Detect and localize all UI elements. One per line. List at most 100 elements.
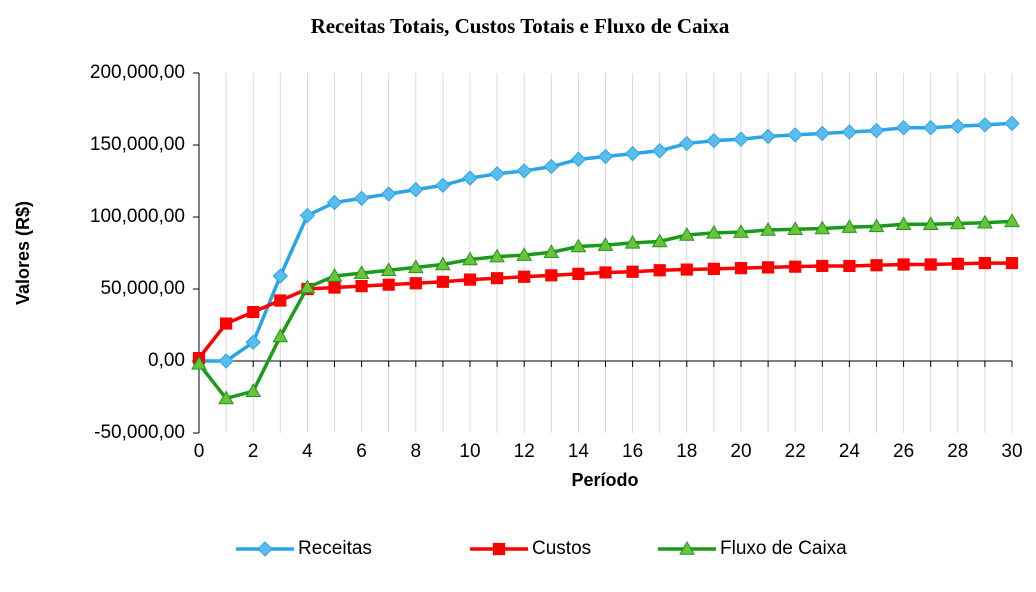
data-point [624, 145, 641, 162]
data-point [191, 355, 207, 370]
legend-label: Fluxo de Caixa [720, 538, 847, 559]
data-point [516, 247, 533, 261]
x-tick-label: 22 [785, 441, 806, 462]
data-point [543, 244, 560, 259]
data-point [382, 278, 395, 291]
data-point [651, 233, 668, 248]
y-tick-label: 150,000,00 [90, 134, 185, 155]
data-point [977, 214, 993, 229]
y-tick-label: 100,000,00 [90, 206, 185, 227]
data-point [380, 186, 397, 202]
x-tick-label: 30 [1001, 441, 1022, 462]
data-point [733, 131, 749, 147]
y-tick-label: 50,000,00 [100, 278, 185, 299]
data-point [787, 127, 803, 143]
x-tick-label: 28 [947, 441, 968, 462]
legend-label: Custos [532, 538, 591, 559]
data-point [463, 273, 477, 286]
data-point [760, 128, 776, 145]
data-point [1004, 115, 1020, 132]
data-point [895, 120, 912, 136]
data-point [1004, 213, 1020, 228]
data-point [328, 281, 341, 294]
data-point [841, 219, 858, 233]
data-point [1005, 256, 1019, 270]
data-point [545, 269, 558, 282]
legend-label: Receitas [298, 538, 372, 559]
x-tick-label: 10 [459, 441, 480, 462]
data-point [706, 224, 722, 239]
data-point [816, 259, 829, 273]
data-point [462, 170, 478, 186]
data-point [326, 194, 343, 211]
data-point [462, 251, 478, 266]
x-tick-label: 2 [248, 441, 259, 462]
legend-marker [492, 542, 506, 556]
data-point [789, 260, 802, 273]
x-tick-label: 6 [356, 441, 367, 462]
data-point [733, 224, 749, 238]
data-point [570, 238, 587, 253]
data-point [407, 259, 424, 274]
data-point [951, 257, 964, 270]
legend-item: Custos [470, 538, 591, 559]
x-tick-label: 8 [411, 441, 422, 462]
data-point [570, 151, 587, 168]
data-point [679, 135, 695, 152]
data-point [868, 122, 885, 139]
data-point [245, 334, 261, 350]
y-tick-label: -50,000,00 [94, 422, 185, 443]
data-point [220, 317, 233, 330]
data-point [597, 148, 614, 165]
data-point [922, 120, 939, 136]
data-point [272, 328, 289, 343]
data-point [247, 305, 260, 319]
legend-marker [679, 540, 695, 555]
data-point [272, 268, 289, 284]
x-tick-label: 18 [676, 441, 697, 462]
data-point [978, 256, 991, 270]
data-point [977, 117, 993, 133]
data-point [814, 125, 831, 142]
x-tick-label: 20 [730, 441, 751, 462]
data-point [814, 220, 831, 235]
data-point [435, 256, 451, 271]
data-point [680, 263, 693, 276]
data-point [355, 280, 368, 293]
legend-item: Receitas [236, 538, 372, 559]
x-tick-label: 24 [839, 441, 861, 462]
data-point [924, 258, 937, 271]
x-tick-label: 0 [194, 441, 205, 462]
data-point [707, 262, 720, 275]
data-point [897, 258, 910, 271]
x-tick-label: 4 [302, 441, 313, 462]
x-tick-label: 16 [622, 441, 643, 462]
data-point [326, 268, 343, 282]
data-point [706, 132, 722, 149]
data-point [653, 264, 666, 277]
data-point [950, 118, 966, 134]
data-point [734, 262, 748, 275]
data-point [895, 216, 912, 230]
data-point [274, 294, 287, 307]
data-point [922, 216, 939, 230]
data-point [245, 383, 262, 397]
data-point [489, 166, 505, 182]
data-point [626, 265, 639, 278]
data-point [624, 234, 641, 249]
data-point [543, 158, 560, 175]
data-point [409, 277, 422, 290]
data-point [353, 265, 370, 279]
data-point [299, 207, 316, 224]
data-point [651, 143, 668, 159]
y-tick-label: 0,00 [148, 350, 185, 371]
data-point [516, 163, 532, 179]
x-axis-label: Período [571, 470, 638, 490]
data-point [841, 124, 858, 140]
data-point [518, 270, 531, 283]
legend-marker [257, 541, 273, 557]
data-point [491, 272, 504, 285]
data-point [843, 259, 856, 273]
data-point [408, 181, 424, 198]
